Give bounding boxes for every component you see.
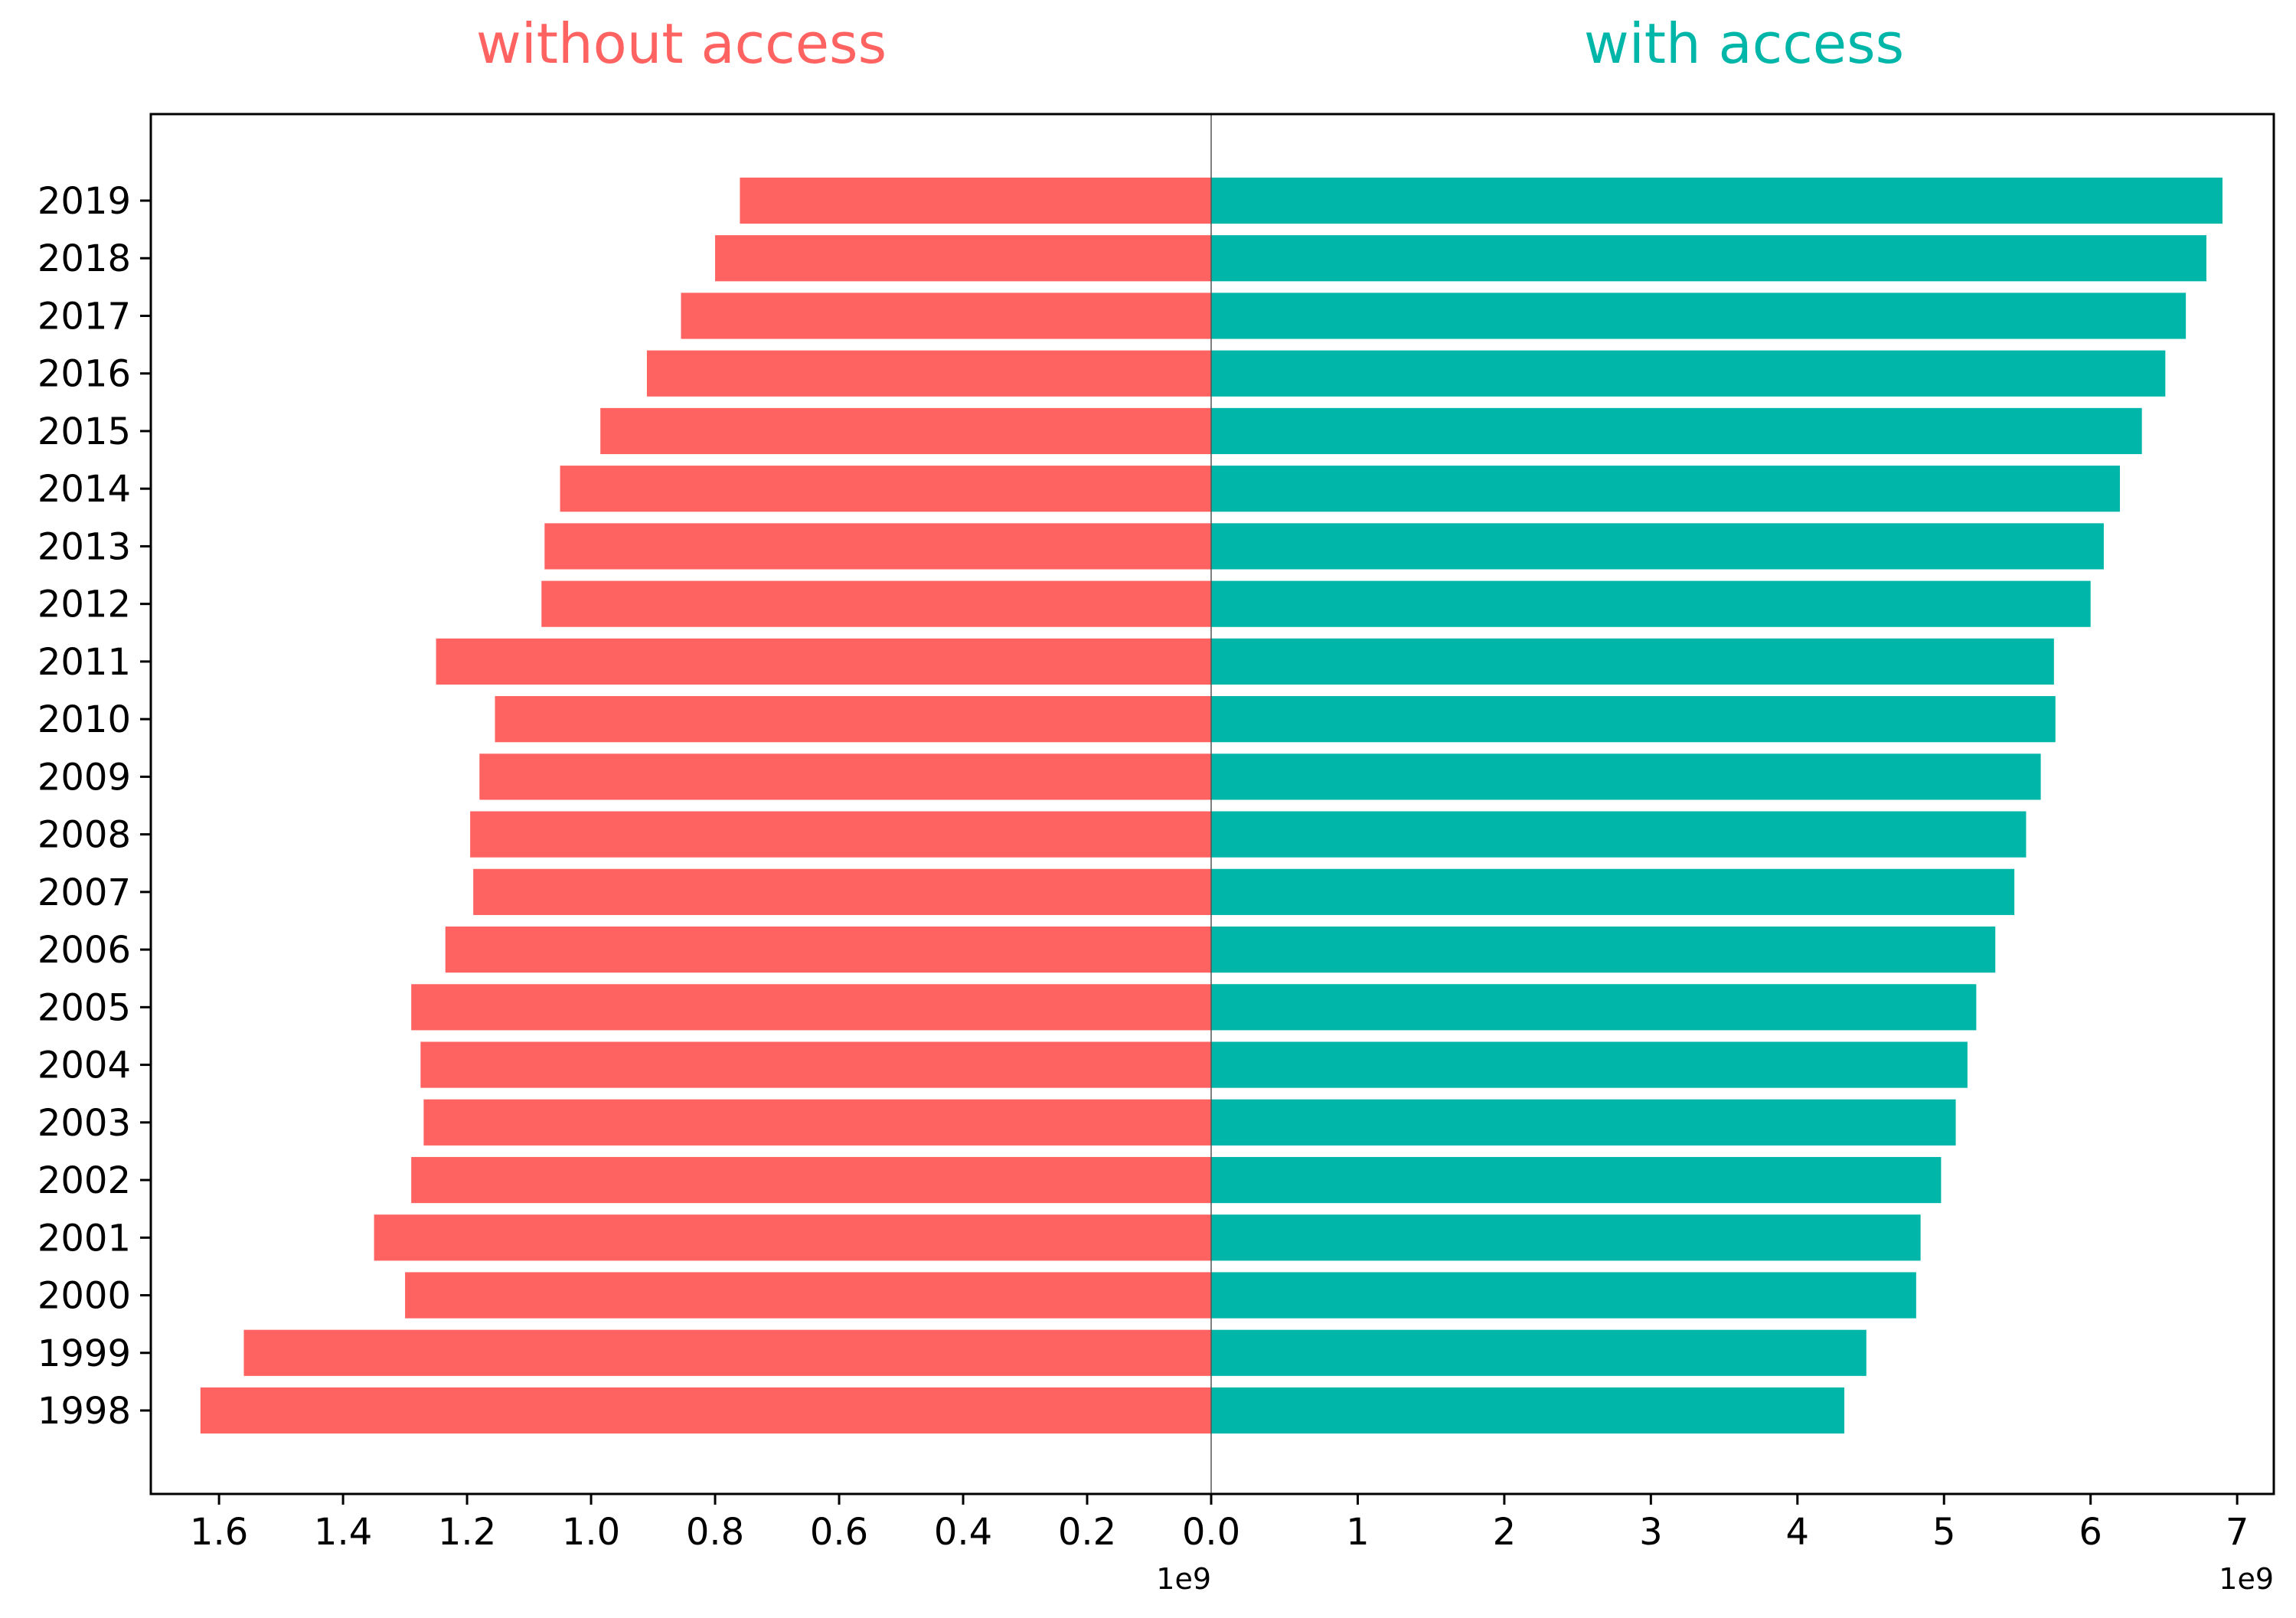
bar-with-access-2007 <box>1211 868 2015 915</box>
y-tick-label-2014: 2014 <box>38 468 131 511</box>
y-tick-label-2001: 2001 <box>38 1217 131 1260</box>
left-x-tick-label: 0.8 <box>686 1511 744 1554</box>
bar-with-access-2008 <box>1211 811 2027 858</box>
bar-without-access-2016 <box>646 350 1211 397</box>
y-tick-label-2013: 2013 <box>38 525 131 568</box>
left-x-tick-label: 0.0 <box>1182 1511 1240 1554</box>
bar-without-access-2008 <box>470 811 1211 858</box>
bar-with-access-2015 <box>1211 407 2142 455</box>
left-x-tick-label: 1.2 <box>438 1511 496 1554</box>
bar-without-access-2015 <box>600 407 1211 455</box>
left-x-tick-label: 1.6 <box>190 1511 248 1554</box>
bar-with-access-2002 <box>1211 1156 1942 1204</box>
bar-without-access-2002 <box>411 1156 1211 1204</box>
panel-title-with-access: with access <box>1584 11 1904 76</box>
bar-without-access-2017 <box>681 293 1211 339</box>
y-tick-label-2006: 2006 <box>38 929 131 972</box>
bar-without-access-1998 <box>200 1387 1212 1434</box>
bar-without-access-2003 <box>423 1099 1211 1146</box>
bar-with-access-2018 <box>1211 235 2206 282</box>
right-x-tick-label: 1 <box>1346 1511 1370 1554</box>
bar-with-access-2011 <box>1211 638 2054 685</box>
bar-without-access-2013 <box>544 523 1211 570</box>
bar-with-access-2012 <box>1211 580 2091 627</box>
bar-with-access-2004 <box>1211 1041 1968 1088</box>
y-tick-label-2019: 2019 <box>38 180 131 223</box>
bar-without-access-2000 <box>405 1272 1211 1319</box>
bar-without-access-2018 <box>715 235 1211 282</box>
bar-without-access-2014 <box>560 466 1211 512</box>
left-axis-offset-label: 1e9 <box>1156 1562 1211 1596</box>
bar-without-access-2009 <box>479 753 1211 800</box>
bar-without-access-2012 <box>541 580 1211 627</box>
y-tick-label-2010: 2010 <box>38 698 131 741</box>
left-x-tick-label: 1.4 <box>314 1511 372 1554</box>
bar-with-access-2019 <box>1211 177 2223 224</box>
bar-with-access-2001 <box>1211 1214 1921 1261</box>
y-tick-label-2012: 2012 <box>38 583 131 626</box>
bar-with-access-2003 <box>1211 1099 1956 1146</box>
y-tick-label-2016: 2016 <box>38 353 131 396</box>
bar-with-access-1999 <box>1211 1329 1867 1376</box>
y-tick-label-2003: 2003 <box>38 1102 131 1145</box>
bar-without-access-2019 <box>740 177 1211 224</box>
bar-without-access-2004 <box>420 1041 1211 1088</box>
bar-without-access-2010 <box>495 696 1211 743</box>
right-x-tick-label: 2 <box>1493 1511 1517 1554</box>
bar-without-access-2007 <box>473 868 1211 915</box>
plot-frame <box>149 113 2275 1495</box>
bar-with-access-1998 <box>1211 1387 1845 1434</box>
right-x-tick-label: 3 <box>1639 1511 1663 1554</box>
bar-without-access-2006 <box>445 927 1211 973</box>
y-tick-label-1998: 1998 <box>38 1390 131 1433</box>
bar-without-access-2011 <box>436 638 1211 685</box>
y-tick-label-2004: 2004 <box>38 1044 131 1087</box>
bar-with-access-2005 <box>1211 984 1977 1031</box>
y-tick-label-2011: 2011 <box>38 641 131 684</box>
left-x-tick-label: 1.0 <box>562 1511 620 1554</box>
right-x-tick-label: 7 <box>2226 1511 2249 1554</box>
y-tick-label-2017: 2017 <box>38 295 131 338</box>
bar-with-access-2006 <box>1211 927 1996 973</box>
y-tick-label-2008: 2008 <box>38 814 131 857</box>
left-x-tick-label: 0.6 <box>810 1511 868 1554</box>
bar-with-access-2017 <box>1211 293 2187 339</box>
y-tick-label-2015: 2015 <box>38 410 131 453</box>
y-tick-label-2018: 2018 <box>38 237 131 280</box>
y-tick-label-2002: 2002 <box>38 1159 131 1202</box>
bar-without-access-2001 <box>374 1214 1211 1261</box>
bar-without-access-2005 <box>411 984 1211 1031</box>
right-x-tick-label: 4 <box>1786 1511 1810 1554</box>
axes: 1998 1999 2000 2001 2002 2003 2004 2005 2006 2007… <box>38 114 2249 1554</box>
bars <box>200 177 2223 1434</box>
bar-with-access-2014 <box>1211 466 2120 512</box>
y-tick-label-2000: 2000 <box>38 1275 131 1318</box>
y-tick-label-2005: 2005 <box>38 986 131 1029</box>
y-tick-label-2007: 2007 <box>38 871 131 914</box>
right-x-tick-label: 6 <box>2079 1511 2102 1554</box>
left-x-tick-label: 0.4 <box>934 1511 992 1554</box>
right-axis-offset-label: 1e9 <box>2219 1562 2274 1596</box>
panel-title-without-access: without access <box>476 11 887 76</box>
bar-with-access-2010 <box>1211 696 2056 743</box>
y-tick-label-2009: 2009 <box>38 756 131 799</box>
left-x-tick-label: 0.2 <box>1058 1511 1116 1554</box>
y-tick-label-1999: 1999 <box>38 1332 131 1375</box>
right-x-tick-label: 5 <box>1932 1511 1956 1554</box>
bar-with-access-2016 <box>1211 350 2166 397</box>
bar-with-access-2009 <box>1211 753 2041 800</box>
bar-with-access-2000 <box>1211 1272 1916 1319</box>
bar-with-access-2013 <box>1211 523 2104 570</box>
bar-without-access-1999 <box>243 1329 1212 1376</box>
